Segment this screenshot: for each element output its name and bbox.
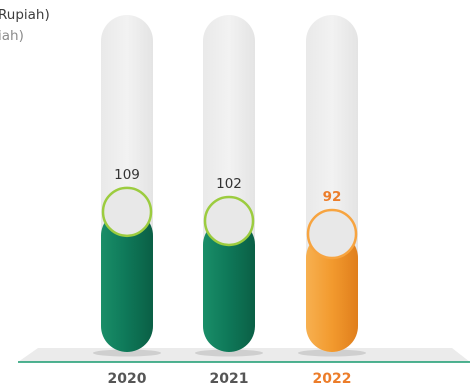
bar-cap-2021 [203,195,255,247]
category-label-2020: 2020 [108,371,147,387]
bar-2020 [101,209,153,352]
value-label-2020: 109 [114,167,140,183]
bar-cap-2022 [306,208,358,260]
bar-shadow-2020 [93,349,161,357]
category-label-2021: 2021 [210,371,249,387]
chart-subtitle-line-2: iah) [0,28,24,44]
bar-2021 [203,218,255,352]
category-label-2022: 2022 [313,371,352,387]
bar-shadow-2021 [195,349,263,357]
value-label-2022: 92 [323,189,342,205]
bar-shadow-2022 [298,349,366,357]
bar-cap-2020 [101,186,153,238]
value-label-2021: 102 [216,176,242,192]
bar-2022 [306,232,358,352]
chart-title-line-1: Rupiah) [0,7,50,23]
